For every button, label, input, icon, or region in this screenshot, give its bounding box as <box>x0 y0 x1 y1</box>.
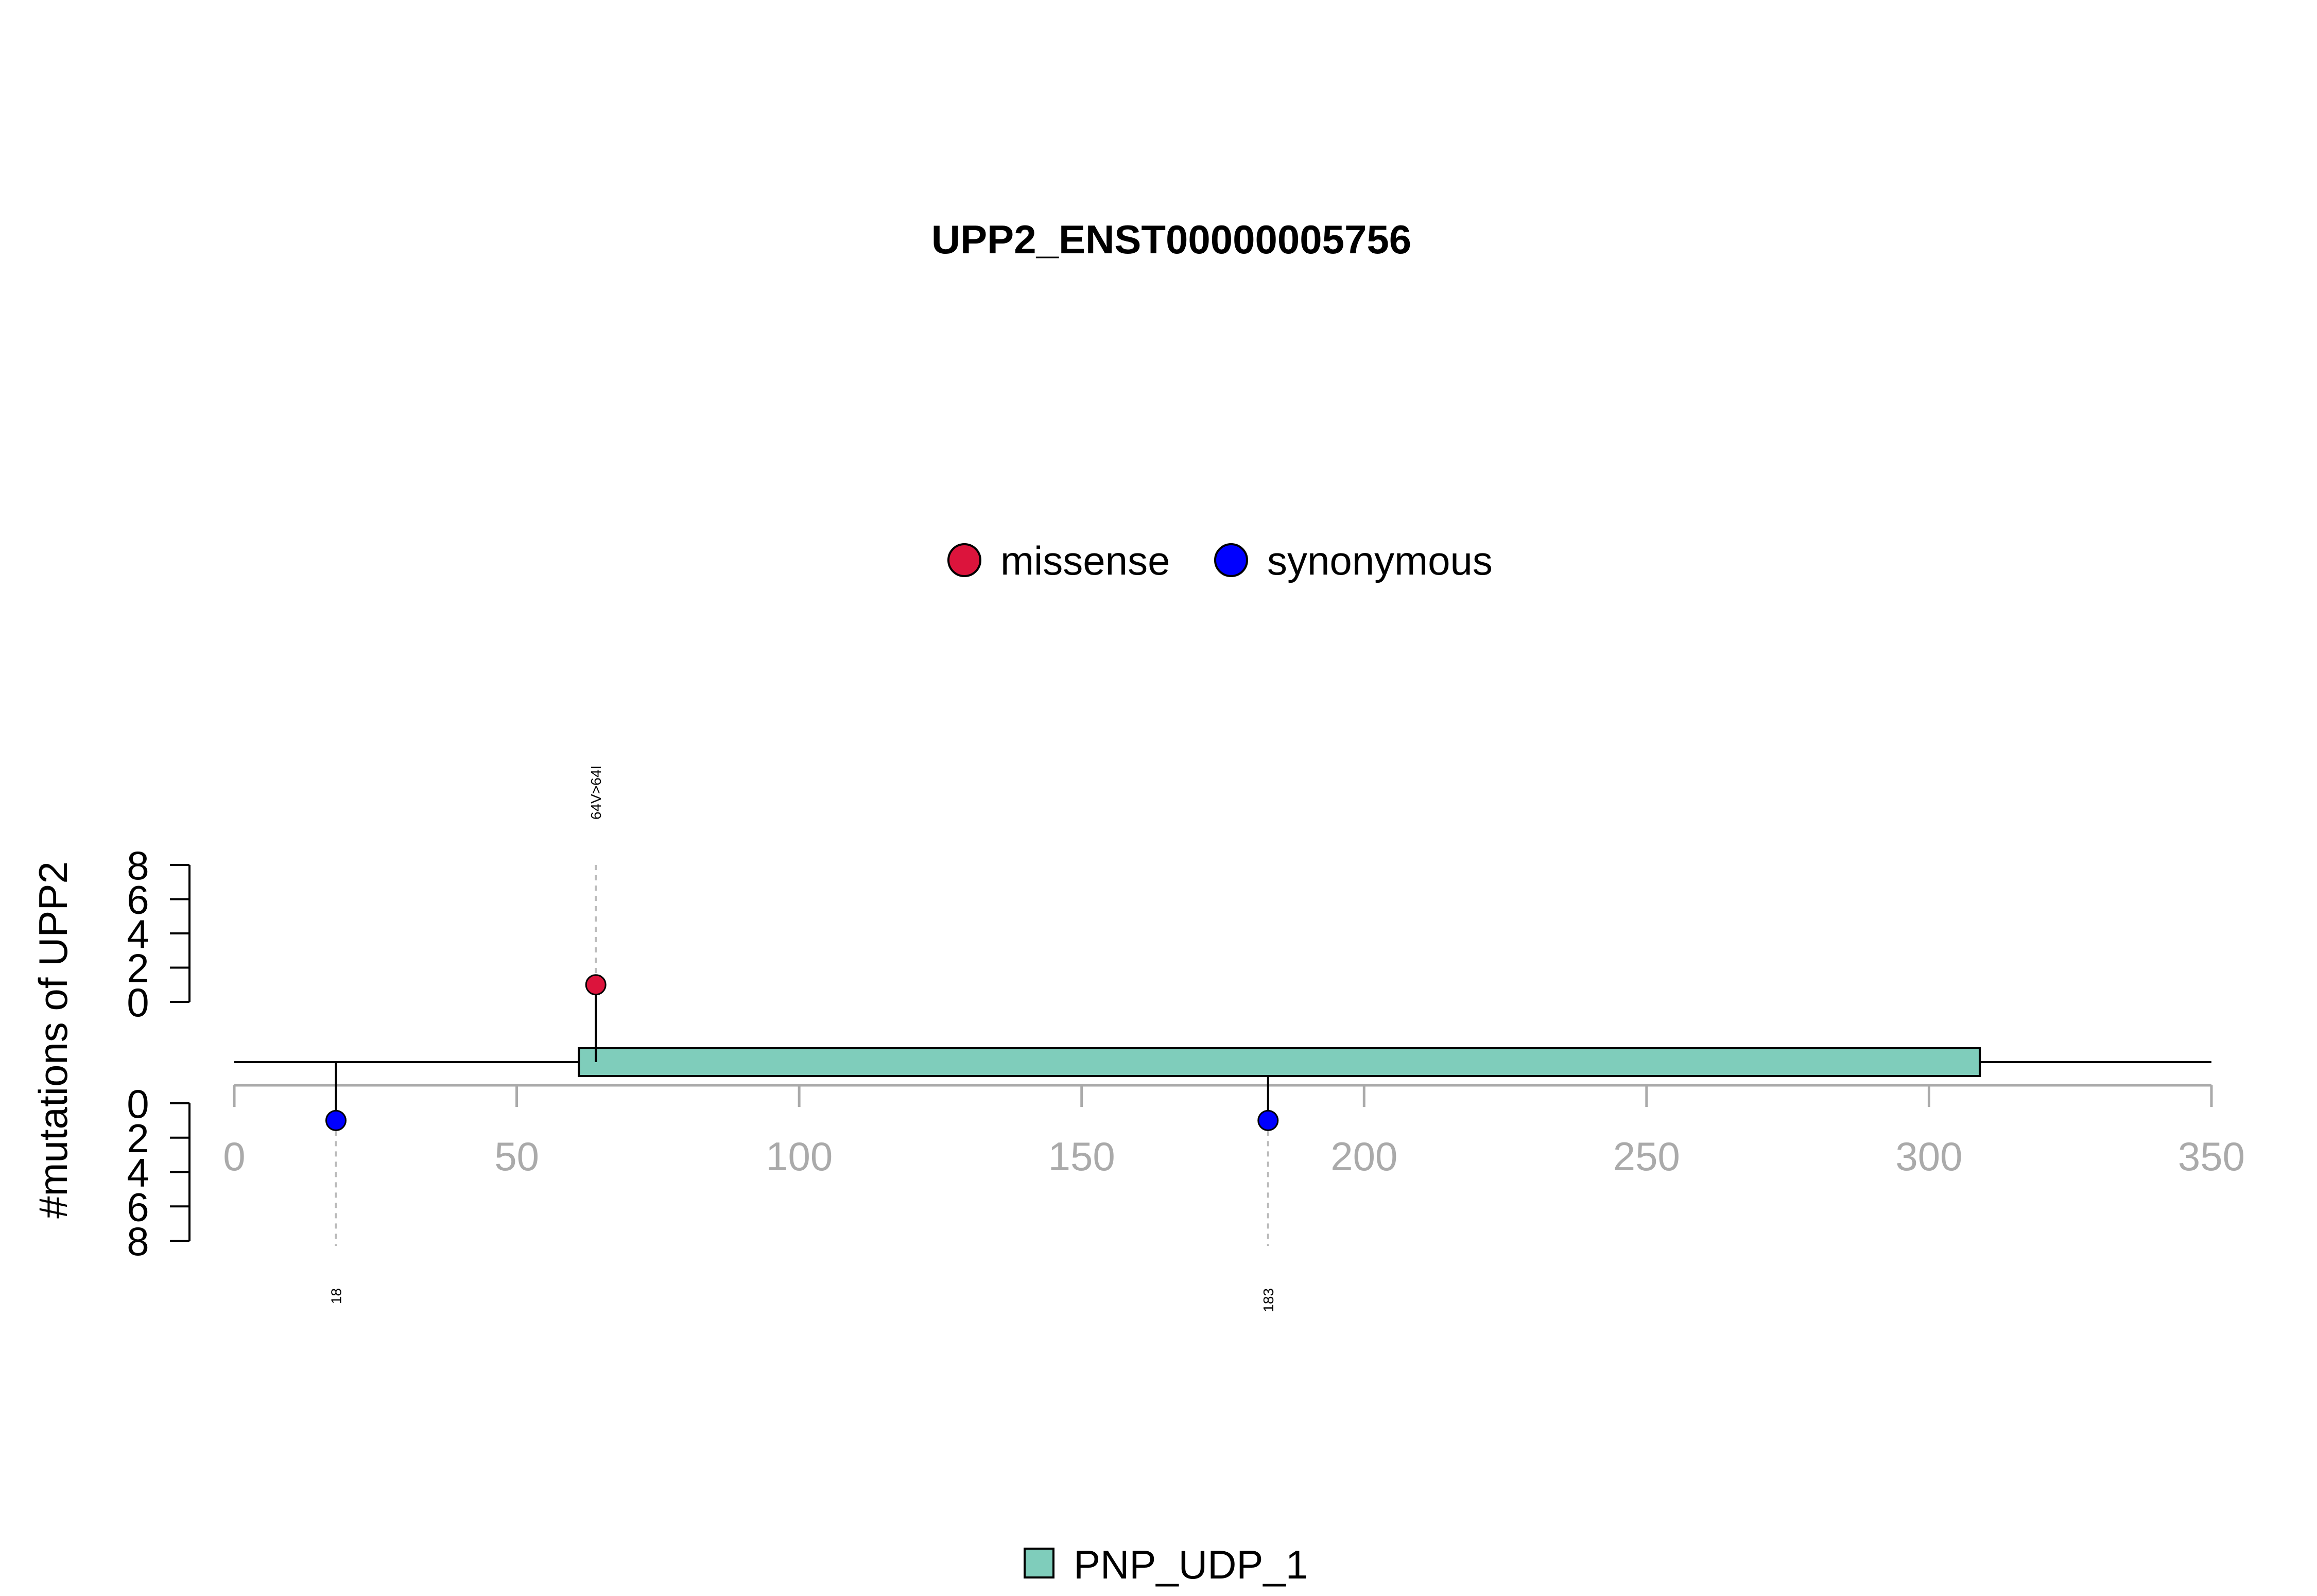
x-tick-label-350: 350 <box>2178 1134 2245 1179</box>
legend-marker-missense <box>947 543 981 577</box>
x-tick-label-100: 100 <box>766 1134 833 1179</box>
mutation-label-18: 18 <box>328 1288 344 1304</box>
legend-item-synonymous: synonymous <box>1214 538 1493 583</box>
y-tick-label-bottom-4: 4 <box>127 1150 149 1195</box>
y-axis-label: #mutations of UPP2 <box>30 861 76 1219</box>
mutation-64: 64V>64I <box>585 766 607 1062</box>
mutation-point-183 <box>1257 1109 1279 1131</box>
y-tick-label-top-0: 0 <box>127 980 149 1025</box>
legend-swatch-pnp-udp-1 <box>1024 1548 1054 1578</box>
mutation-183: 183 <box>1257 1062 1279 1312</box>
legend-label-pnp-udp-1: PNP_UDP_1 <box>1074 1542 1308 1587</box>
legend-label-missense: missense <box>1000 538 1170 583</box>
x-tick-label-150: 150 <box>1048 1134 1115 1179</box>
legend-item-missense: missense <box>947 538 1170 583</box>
domain-pnp-udp-1 <box>578 1047 1981 1077</box>
y-tick-label-bottom-6: 6 <box>127 1184 149 1229</box>
y-tick-label-top-6: 6 <box>127 877 149 923</box>
mutation-label-183: 183 <box>1260 1288 1276 1312</box>
y-tick-label-bottom-2: 2 <box>127 1116 149 1161</box>
x-tick-label-300: 300 <box>1895 1134 1962 1179</box>
mutation-point-18 <box>325 1109 347 1131</box>
mutation-legend: missense synonymous <box>947 538 1493 583</box>
x-axis: 0 50 100 150 200 250 300 350 <box>223 1084 2245 1179</box>
protein-domains <box>578 1047 1981 1077</box>
legend-marker-synonymous <box>1214 543 1248 577</box>
mutation-18: 18 <box>325 1062 347 1304</box>
y-tick-label-bottom-0: 0 <box>127 1081 149 1126</box>
chart-title: UPP2_ENST00000005756 <box>931 217 1411 262</box>
mutation-lollipops: 64V>64I 18 183 <box>325 766 1279 1312</box>
x-tick-label-0: 0 <box>223 1134 245 1179</box>
domain-legend: PNP_UDP_1 <box>1024 1542 1308 1587</box>
y-tick-label-top-8: 8 <box>127 843 149 888</box>
legend-label-synonymous: synonymous <box>1267 538 1493 583</box>
x-tick-label-200: 200 <box>1330 1134 1397 1179</box>
x-tick-label-250: 250 <box>1613 1134 1680 1179</box>
y-tick-label-top-2: 2 <box>127 946 149 991</box>
mutation-point-64 <box>585 974 607 996</box>
y-tick-label-bottom-8: 8 <box>127 1219 149 1264</box>
y-tick-label-top-4: 4 <box>127 911 149 957</box>
x-tick-label-50: 50 <box>494 1134 539 1179</box>
mutation-label-64: 64V>64I <box>588 766 604 820</box>
